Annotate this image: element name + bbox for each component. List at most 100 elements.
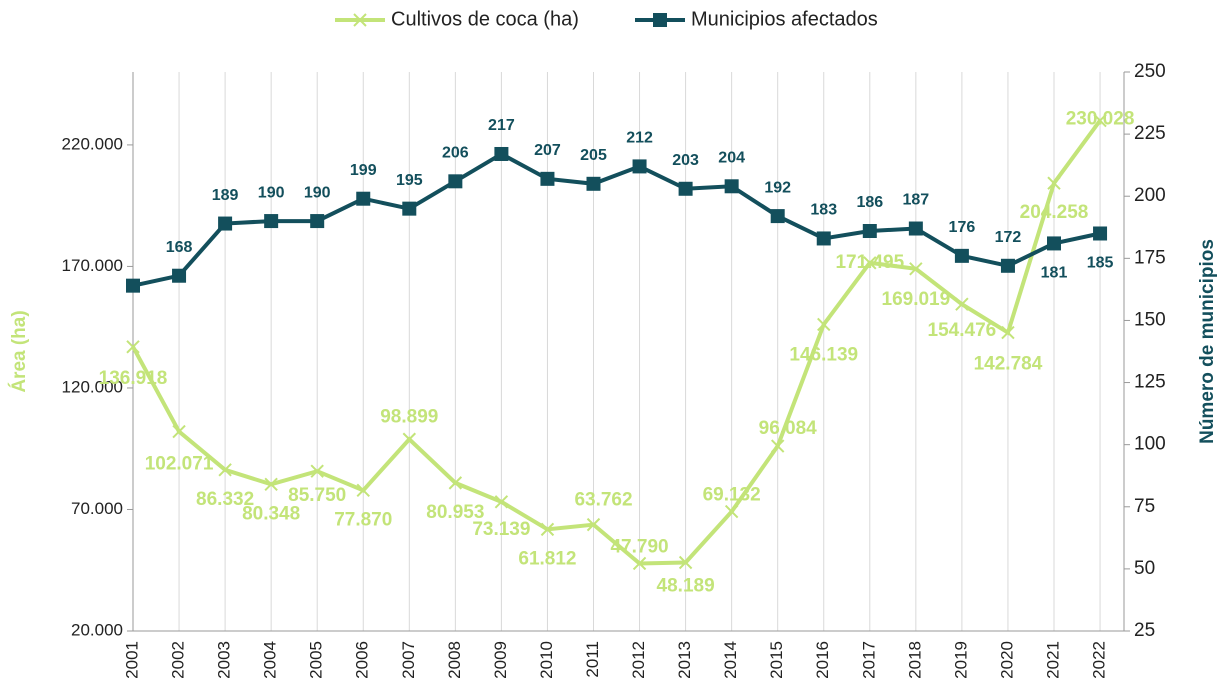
marker: [770, 209, 785, 224]
marker: [172, 424, 186, 439]
marker: [908, 221, 923, 236]
x-tick-label: 2010: [537, 641, 556, 679]
data-label: 195: [396, 172, 423, 189]
marker: [310, 464, 324, 478]
data-label: 189: [212, 187, 239, 204]
marker: [494, 495, 509, 509]
data-label: 212: [626, 130, 653, 147]
data-label: 190: [304, 184, 331, 201]
data-label: 96.084: [759, 418, 818, 439]
data-label: 98.899: [380, 406, 438, 427]
legend-label: Municipios afectados: [691, 8, 878, 30]
marker: [909, 262, 923, 276]
marker: [218, 216, 233, 231]
data-label: 206: [442, 145, 469, 162]
x-tick-label: 2002: [169, 641, 188, 679]
data-label: 187: [902, 192, 929, 209]
y2-tick-label: 225: [1134, 123, 1166, 144]
x-tick-label: 2005: [307, 641, 326, 679]
data-label: 181: [1041, 265, 1068, 282]
data-label: 61.812: [518, 548, 576, 569]
marker: [678, 555, 693, 570]
y-tick-label: 70.000: [71, 499, 123, 518]
marker: [1001, 325, 1015, 340]
marker: [817, 317, 831, 332]
marker: [586, 176, 601, 191]
x-tick-label: 2004: [261, 641, 280, 679]
y2-tick-label: 125: [1134, 372, 1166, 393]
x-tick-label: 2015: [767, 641, 786, 679]
y2-axis-title: Número de municipios: [1197, 239, 1218, 444]
legend-marker: [653, 13, 667, 27]
marker: [494, 146, 509, 161]
data-label: 185: [1087, 255, 1114, 272]
x-tick-label: 2001: [122, 641, 141, 679]
data-label: 190: [258, 184, 285, 201]
marker: [540, 522, 555, 537]
data-label: 183: [810, 202, 837, 219]
marker: [1047, 236, 1061, 251]
data-label: 199: [350, 162, 377, 179]
data-label: 203: [672, 152, 699, 169]
x-tick-label: 2019: [951, 641, 970, 679]
x-tick-label: 2006: [353, 641, 372, 679]
data-label: 205: [580, 147, 607, 164]
x-tick-label: 2016: [813, 641, 832, 679]
marker: [218, 463, 232, 477]
marker: [770, 439, 785, 453]
y-tick-label: 20.000: [71, 620, 123, 639]
y-tick-label: 120.000: [62, 377, 123, 396]
y2-tick-label: 250: [1134, 61, 1166, 82]
data-label: 142.784: [974, 354, 1043, 375]
y2-tick-label: 25: [1134, 620, 1155, 641]
data-label: 48.189: [657, 576, 715, 597]
y2-tick-label: 75: [1134, 496, 1155, 517]
data-label: 80.348: [242, 503, 300, 524]
marker: [724, 504, 739, 519]
x-tick-label: 2012: [629, 641, 648, 679]
data-label: 217: [488, 117, 515, 134]
y2-tick-label: 100: [1134, 434, 1166, 455]
line: [131, 119, 1102, 566]
marker: [356, 191, 371, 206]
marker: [724, 179, 739, 194]
data-label: 136.918: [99, 368, 168, 389]
x-tick-label: 2011: [583, 641, 602, 678]
marker: [264, 214, 279, 229]
marker: [448, 476, 463, 490]
marker: [356, 483, 370, 498]
x-tick-label: 2013: [675, 641, 694, 679]
data-label: 77.870: [334, 509, 392, 530]
marker: [1093, 113, 1107, 128]
data-label: 102.071: [145, 454, 214, 475]
data-label: 146.139: [789, 344, 858, 365]
marker: [863, 256, 877, 270]
data-label: 63.762: [574, 490, 632, 511]
data-label: 230.028: [1066, 109, 1135, 130]
data-label: 80.953: [426, 502, 484, 523]
marker: [540, 171, 555, 186]
marker: [632, 159, 647, 174]
marker: [310, 214, 325, 229]
x-tick-label: 2009: [491, 641, 510, 679]
x-tick-label: 2008: [445, 641, 464, 679]
marker: [816, 231, 831, 246]
data-label: 207: [534, 142, 561, 159]
marker: [955, 297, 969, 311]
legend-label: Cultivos de coca (ha): [391, 8, 579, 30]
marker: [402, 201, 417, 216]
marker: [954, 248, 969, 263]
line: [132, 151, 1101, 288]
data-label: 69.132: [703, 485, 761, 506]
marker: [862, 224, 877, 239]
data-label: 86.332: [196, 489, 254, 510]
y-tick-label: 170.000: [62, 256, 123, 275]
marker: [126, 340, 140, 354]
marker: [586, 517, 601, 532]
data-label: 186: [856, 194, 883, 211]
y2-tick-label: 50: [1134, 558, 1155, 579]
x-tick-label: 2017: [859, 641, 878, 679]
data-label: 85.750: [288, 485, 346, 506]
x-tick-label: 2020: [997, 641, 1016, 679]
